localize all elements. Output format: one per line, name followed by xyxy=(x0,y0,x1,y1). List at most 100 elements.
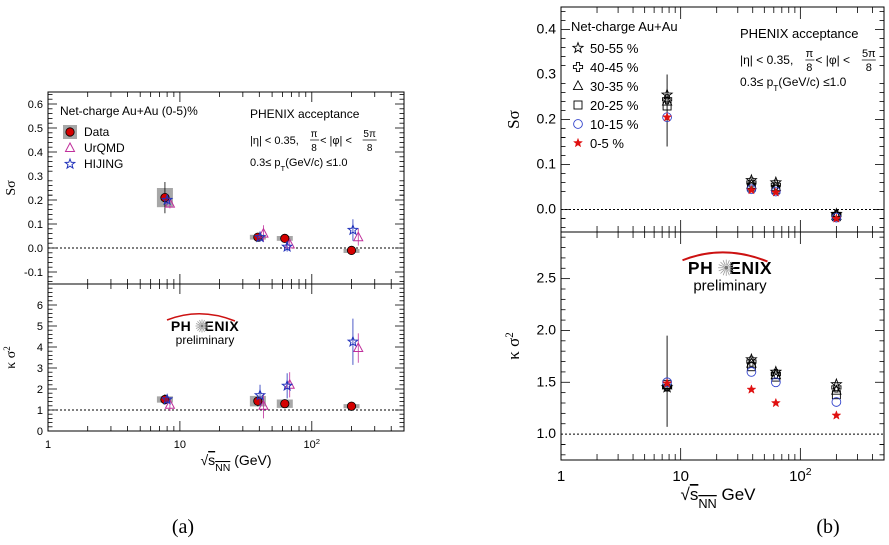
data-point-urqmd xyxy=(352,341,364,353)
phenix-logo-ray xyxy=(202,319,205,325)
data-point-40-45- xyxy=(662,94,673,105)
data-point-data xyxy=(346,401,357,411)
y-tick-label: 3 xyxy=(37,363,43,375)
y-tick-label: -0.1 xyxy=(24,267,43,279)
phenix-logo-ray xyxy=(202,327,205,333)
legend-label: 0-5 % xyxy=(590,136,624,151)
phenix-logo-ray xyxy=(726,260,730,266)
legend-marker-50-55- xyxy=(571,41,585,54)
data-point-0-5- xyxy=(746,184,757,195)
phenix-logo-ray xyxy=(720,269,725,274)
data-point-urqmd xyxy=(258,399,269,410)
phenix-logo-ray xyxy=(203,326,209,329)
y-tick-label: 0.0 xyxy=(537,201,557,217)
data-point-0-5- xyxy=(831,213,842,223)
x-tick-label: 1 xyxy=(45,439,51,451)
x-tick-label: 102 xyxy=(789,466,812,485)
data-point-data xyxy=(280,233,290,243)
legend-label: 40-45 % xyxy=(590,60,639,75)
data-point-10-15- xyxy=(746,367,757,377)
acceptance-phi-den1: 8 xyxy=(806,62,812,74)
phenix-logo-ray xyxy=(720,261,725,267)
y-tick-label: 0.5 xyxy=(28,123,43,135)
data-point-0-5- xyxy=(770,397,781,408)
phenix-logo-text: PH ENIX xyxy=(171,318,240,334)
phenix-logo-arc xyxy=(166,312,236,322)
data-point-20-25- xyxy=(746,362,756,372)
acceptance-title: PHENIX acceptance xyxy=(740,26,859,41)
phenix-logo-ray xyxy=(203,327,207,331)
acceptance-phi-mid: < |φ| < xyxy=(320,135,352,147)
phenix-logo-ray xyxy=(195,326,201,329)
legend-marker-10-15- xyxy=(573,119,583,129)
y-tick-label: 0.4 xyxy=(537,21,557,37)
y-tick-label: 0.1 xyxy=(537,156,557,172)
data-point-hijing xyxy=(161,193,174,206)
data-point-50-55- xyxy=(769,365,783,378)
x-tick-label: 10 xyxy=(672,468,689,485)
legend-marker-40-45- xyxy=(572,61,584,73)
y-tick-label: 0.2 xyxy=(28,195,43,207)
y-tick-label: 0.0 xyxy=(28,243,43,255)
x-tick-label: 1 xyxy=(557,468,565,485)
legend-label: HIJING xyxy=(84,157,123,171)
legend-label: UrQMD xyxy=(84,141,125,155)
data-point-0-5- xyxy=(831,410,842,420)
acceptance-pt-cut: 0.3≤ pT(GeV/c) ≤1.0 xyxy=(250,157,348,173)
y-tick-label: 0.6 xyxy=(28,99,43,111)
phenix-logo-text: PH ENIX xyxy=(688,258,772,278)
data-point-40-45- xyxy=(746,177,757,188)
legend-marker-0-5- xyxy=(572,137,584,148)
phenix-logo-ray xyxy=(195,323,201,326)
phenix-logo-ray xyxy=(718,268,725,272)
phenix-logo-ray xyxy=(727,269,733,274)
data-point-hijing xyxy=(346,223,360,236)
data-point-30-35- xyxy=(661,379,673,390)
data-point-50-55- xyxy=(745,352,758,365)
y-tick-label: 5 xyxy=(37,321,43,333)
data-point-hijing xyxy=(161,393,174,405)
x-tick-label: 102 xyxy=(304,437,321,452)
y-tick-label: 2.5 xyxy=(537,270,557,286)
y-tick-label: 0 xyxy=(37,426,43,438)
data-point-10-15- xyxy=(770,377,781,388)
y-tick-label: 0.3 xyxy=(537,66,557,82)
y-tick-label: 1.0 xyxy=(537,425,557,441)
y-tick-label: 1 xyxy=(37,405,43,417)
phenix-logo-subtitle: preliminary xyxy=(176,333,235,347)
phenix-logo-ray xyxy=(722,269,726,276)
y-tick-label: 6 xyxy=(37,300,43,312)
data-point-hijing xyxy=(281,240,294,253)
acceptance-eta-cut: |η| < 0.35, xyxy=(740,53,793,67)
panel-label-b: (b) xyxy=(816,516,839,538)
phenix-logo-core xyxy=(200,324,204,328)
panel-label-a: (a) xyxy=(172,516,194,538)
y-tick-label: 0.3 xyxy=(28,171,43,183)
plot-frame xyxy=(47,283,405,432)
y-tick-label: 0.4 xyxy=(28,147,43,159)
y-tick-label: 2.0 xyxy=(537,321,557,337)
acceptance-pt-cut: 0.3≤ pT(GeV/c) ≤1.0 xyxy=(740,75,847,93)
y-tick-label: 2 xyxy=(37,384,43,396)
data-point-20-25- xyxy=(831,390,841,400)
data-point-0-5- xyxy=(662,111,673,122)
phenix-logo-core xyxy=(724,265,729,270)
x-axis-label: √sNN GeV xyxy=(680,485,756,511)
data-point-30-35- xyxy=(661,95,673,106)
data-point-hijing xyxy=(253,388,267,401)
phenix-logo-ray xyxy=(199,319,202,325)
figure-b: 0.0 0.1 0.2 0.3 0.4 Sσ 1.0 1.5 2.0 2.5 κ σ2 1 10 102 √… xyxy=(504,6,885,538)
legend-marker-20-25- xyxy=(573,100,583,110)
phenix-logo-ray xyxy=(727,261,733,267)
legend-marker-hijing xyxy=(63,157,77,170)
phenix-logo-ray xyxy=(728,264,734,268)
acceptance-phi-den2: 8 xyxy=(367,143,373,154)
phenix-logo-subtitle: preliminary xyxy=(693,277,767,294)
data-point-hijing xyxy=(281,379,294,392)
data-point-30-35- xyxy=(831,384,842,395)
phenix-logo-ray xyxy=(203,323,209,326)
legend-title: Net-charge Au+Au (0-5)% xyxy=(60,104,198,118)
y-axis-label: Sσ xyxy=(4,180,19,196)
legend-marker-30-35- xyxy=(572,79,584,91)
